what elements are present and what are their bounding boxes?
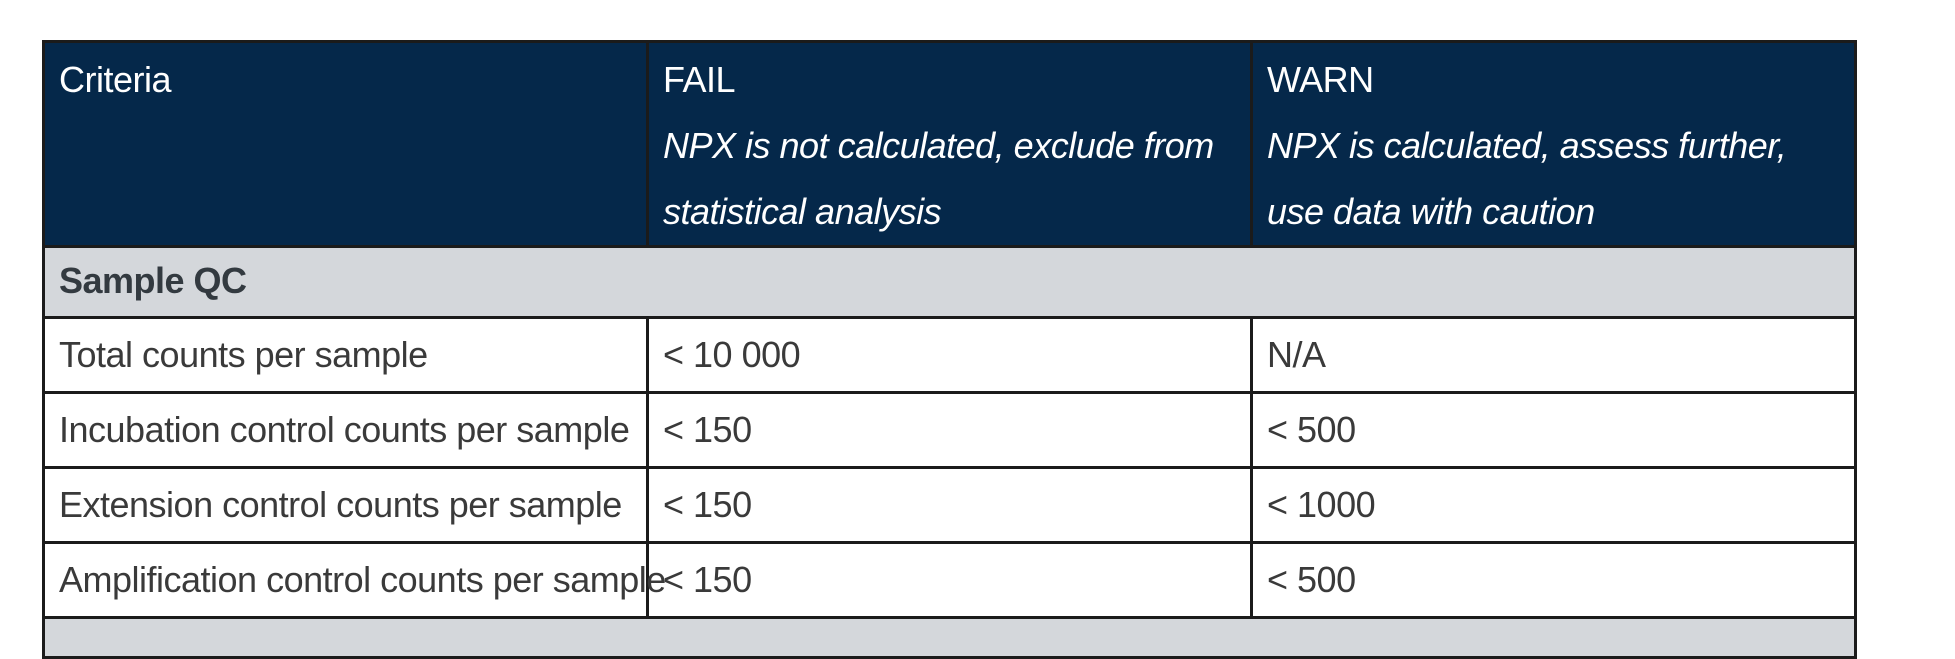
next-section-row <box>42 616 1857 659</box>
qc-criteria-table: Criteria FAIL NPX is not calculated, exc… <box>42 40 1857 659</box>
section-row: Sample QC <box>42 245 1857 319</box>
cell-warn: < 1000 <box>1250 466 1857 544</box>
header-criteria-title: Criteria <box>59 59 172 100</box>
header-fail-subtitle: NPX is not calculated, exclude from stat… <box>663 125 1214 232</box>
table-row: Extension control counts per sample < 15… <box>42 466 1857 544</box>
table-row: Total counts per sample < 10 000 N/A <box>42 316 1857 394</box>
header-warn-title: WARN <box>1267 59 1374 100</box>
cell-criteria: Extension control counts per sample <box>42 466 649 544</box>
section-title: Sample QC <box>42 245 1857 319</box>
cell-warn: < 500 <box>1250 541 1857 619</box>
next-section-cell <box>42 616 1857 659</box>
header-fail-title: FAIL <box>663 59 736 100</box>
cell-warn: < 500 <box>1250 391 1857 469</box>
cell-fail: < 150 <box>646 391 1253 469</box>
table-row: Incubation control counts per sample < 1… <box>42 391 1857 469</box>
header-warn-subtitle: NPX is calculated, assess further, use d… <box>1267 125 1787 232</box>
table-row: Amplification control counts per sample … <box>42 541 1857 619</box>
header-criteria: Criteria <box>42 40 649 248</box>
cell-warn: N/A <box>1250 316 1857 394</box>
table-header-row: Criteria FAIL NPX is not calculated, exc… <box>42 40 1857 248</box>
cell-criteria: Amplification control counts per sample <box>42 541 666 619</box>
header-warn: WARN NPX is calculated, assess further, … <box>1250 40 1857 248</box>
cell-criteria: Incubation control counts per sample <box>42 391 649 469</box>
header-fail: FAIL NPX is not calculated, exclude from… <box>646 40 1253 248</box>
cell-fail: < 150 <box>646 466 1253 544</box>
cell-criteria: Total counts per sample <box>42 316 649 394</box>
cell-fail: < 10 000 <box>646 316 1253 394</box>
cell-fail: < 150 <box>646 541 1253 619</box>
